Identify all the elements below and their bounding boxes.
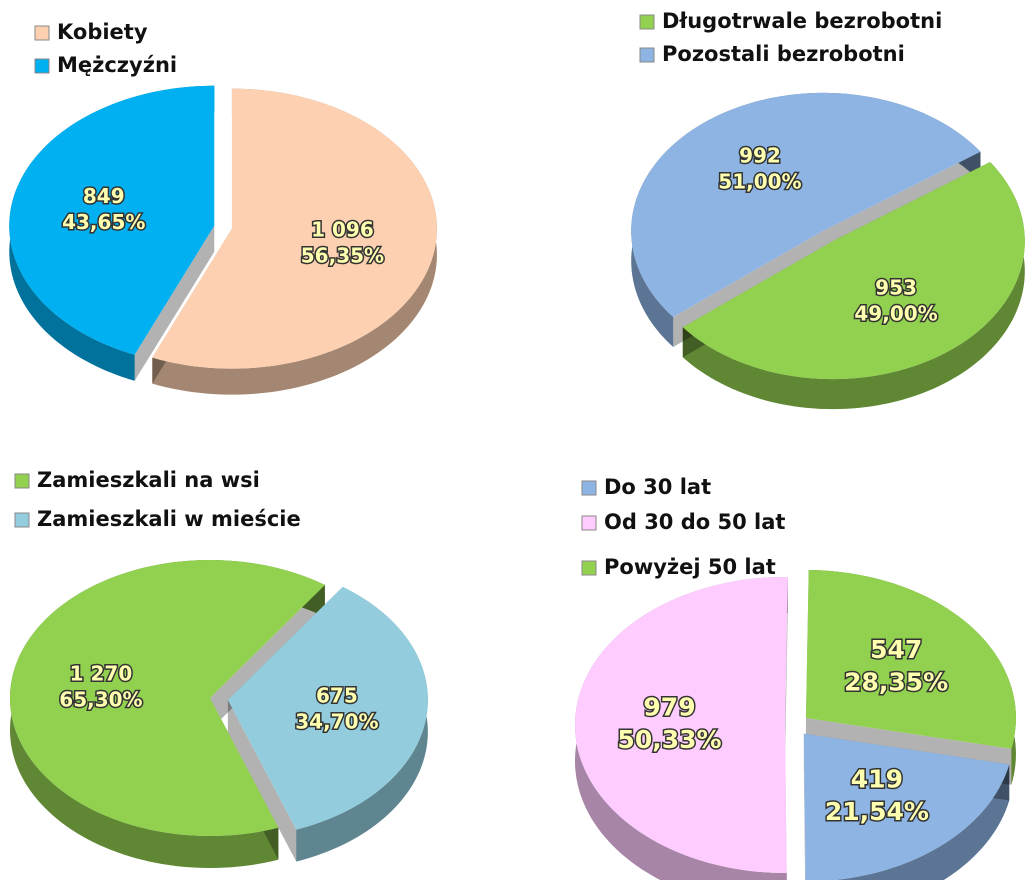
legend-swatch (639, 47, 655, 63)
value-label: 1 096 (311, 217, 374, 241)
percent-label: 28,35% (844, 667, 948, 696)
percent-label: 21,54% (825, 797, 929, 826)
legend-swatch (34, 25, 50, 41)
legend-label: Długotrwale bezrobotni (662, 9, 942, 33)
legend-swatch (14, 512, 30, 528)
pie-chart: 419 21,54% 979 50,33% 547 28,35% Do 30 lat Od 3… (575, 475, 1016, 880)
pie-slice (631, 92, 981, 317)
value-label: 953 (875, 275, 917, 299)
value-label: 849 (83, 184, 125, 208)
percent-label: 34,70% (295, 709, 378, 733)
percent-label: 49,00% (854, 301, 937, 325)
value-label: 419 (851, 764, 903, 793)
value-label: 1 270 (70, 662, 133, 686)
legend-swatch (581, 560, 597, 576)
legend-label: Zamieszkali w mieście (37, 507, 301, 531)
percent-label: 50,33% (617, 725, 721, 754)
legend-label: Zamieszkali na wsi (37, 468, 260, 492)
pie-side (631, 92, 981, 347)
legend-label: Mężczyźni (57, 53, 177, 77)
pie-slice (803, 733, 1010, 880)
pie-slice (805, 570, 1016, 749)
pie-slice (682, 161, 1025, 380)
pie-slice (9, 85, 215, 355)
pie-slice (152, 88, 437, 369)
pie-slice (227, 586, 428, 830)
percent-label: 43,65% (62, 210, 145, 234)
pie-tops (631, 92, 1025, 380)
legend-label: Od 30 do 50 lat (604, 510, 785, 534)
pie-slice (575, 576, 788, 873)
legend-label: Do 30 lat (604, 475, 711, 499)
pie-tops (575, 570, 1016, 880)
percent-label: 65,30% (59, 688, 142, 712)
pie-wall (210, 585, 325, 860)
value-label: 675 (316, 683, 358, 707)
percent-label: 56,35% (301, 243, 384, 267)
pie-wall (134, 85, 215, 381)
pie-tops (9, 85, 437, 369)
legend-swatch (34, 58, 50, 74)
legend-label: Kobiety (57, 20, 148, 44)
pie-side (835, 764, 1010, 880)
legend-swatch (14, 473, 30, 489)
value-label: 992 (739, 144, 781, 168)
pie-wall (805, 570, 1012, 785)
legend-swatch (581, 515, 597, 531)
pie-side-shade (631, 92, 981, 347)
pie-slice (10, 560, 325, 836)
legend-label: Powyżej 50 lat (604, 555, 776, 579)
legend-label: Pozostali bezrobotni (662, 42, 905, 66)
legend-swatch (639, 14, 655, 30)
value-label: 547 (870, 635, 922, 664)
legend-swatch (581, 480, 597, 496)
pie-side-shade (835, 764, 1010, 880)
pie-tops (10, 560, 428, 836)
percent-label: 51,00% (718, 170, 801, 194)
value-label: 979 (643, 693, 695, 722)
pie-labels: 419 21,54% 979 50,33% 547 28,35% Do 30 lat Od 3… (581, 475, 950, 827)
